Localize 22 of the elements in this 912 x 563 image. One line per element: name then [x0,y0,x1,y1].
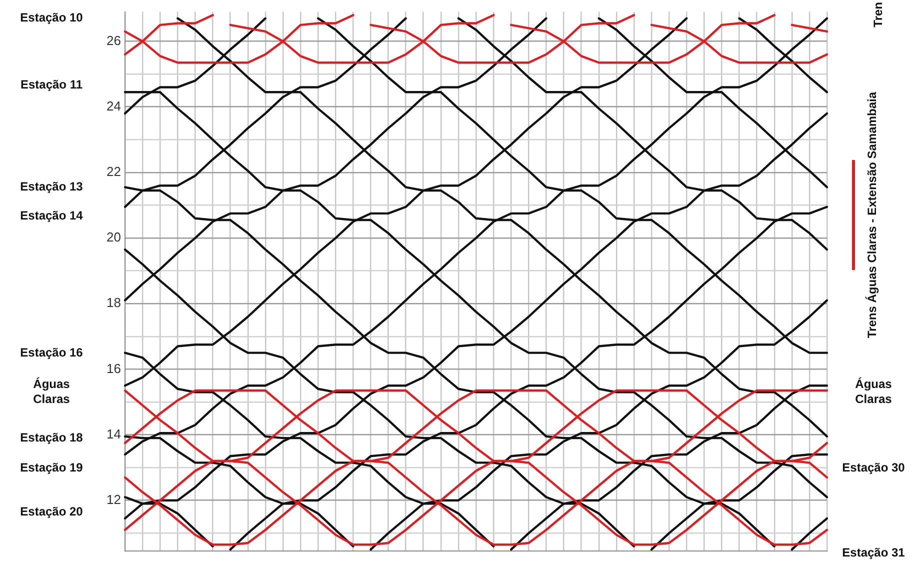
text: Estação 11 [19,78,84,92]
y-tick-label: 18 [106,295,121,310]
y-tick-label: 24 [106,98,121,114]
text: Estação 30 [841,460,906,476]
text: Trens Águas Claras - Extensão Samambaia [865,92,879,338]
y-tick-label: 26 [106,32,121,48]
y-tick-label: 16 [106,360,121,376]
y-tick-label: 12 [106,492,121,507]
text: Estação 20 [19,504,84,520]
text: Estação 13 [19,180,84,194]
text: Estação 10 [19,10,84,26]
text: Águas Claras [854,377,893,407]
y-tick-label: 20 [106,230,121,245]
text: Estação 16 [19,346,84,360]
text: Águas Claras [32,377,71,407]
text: Estação 14 [19,208,84,224]
y-tick-label: 14 [106,426,121,442]
y-tick-label: 22 [106,164,121,180]
text: Estação 19 [19,460,84,476]
text: Tren [871,2,885,28]
text: Estação 31 [841,546,906,560]
text: Estação 18 [19,430,84,446]
